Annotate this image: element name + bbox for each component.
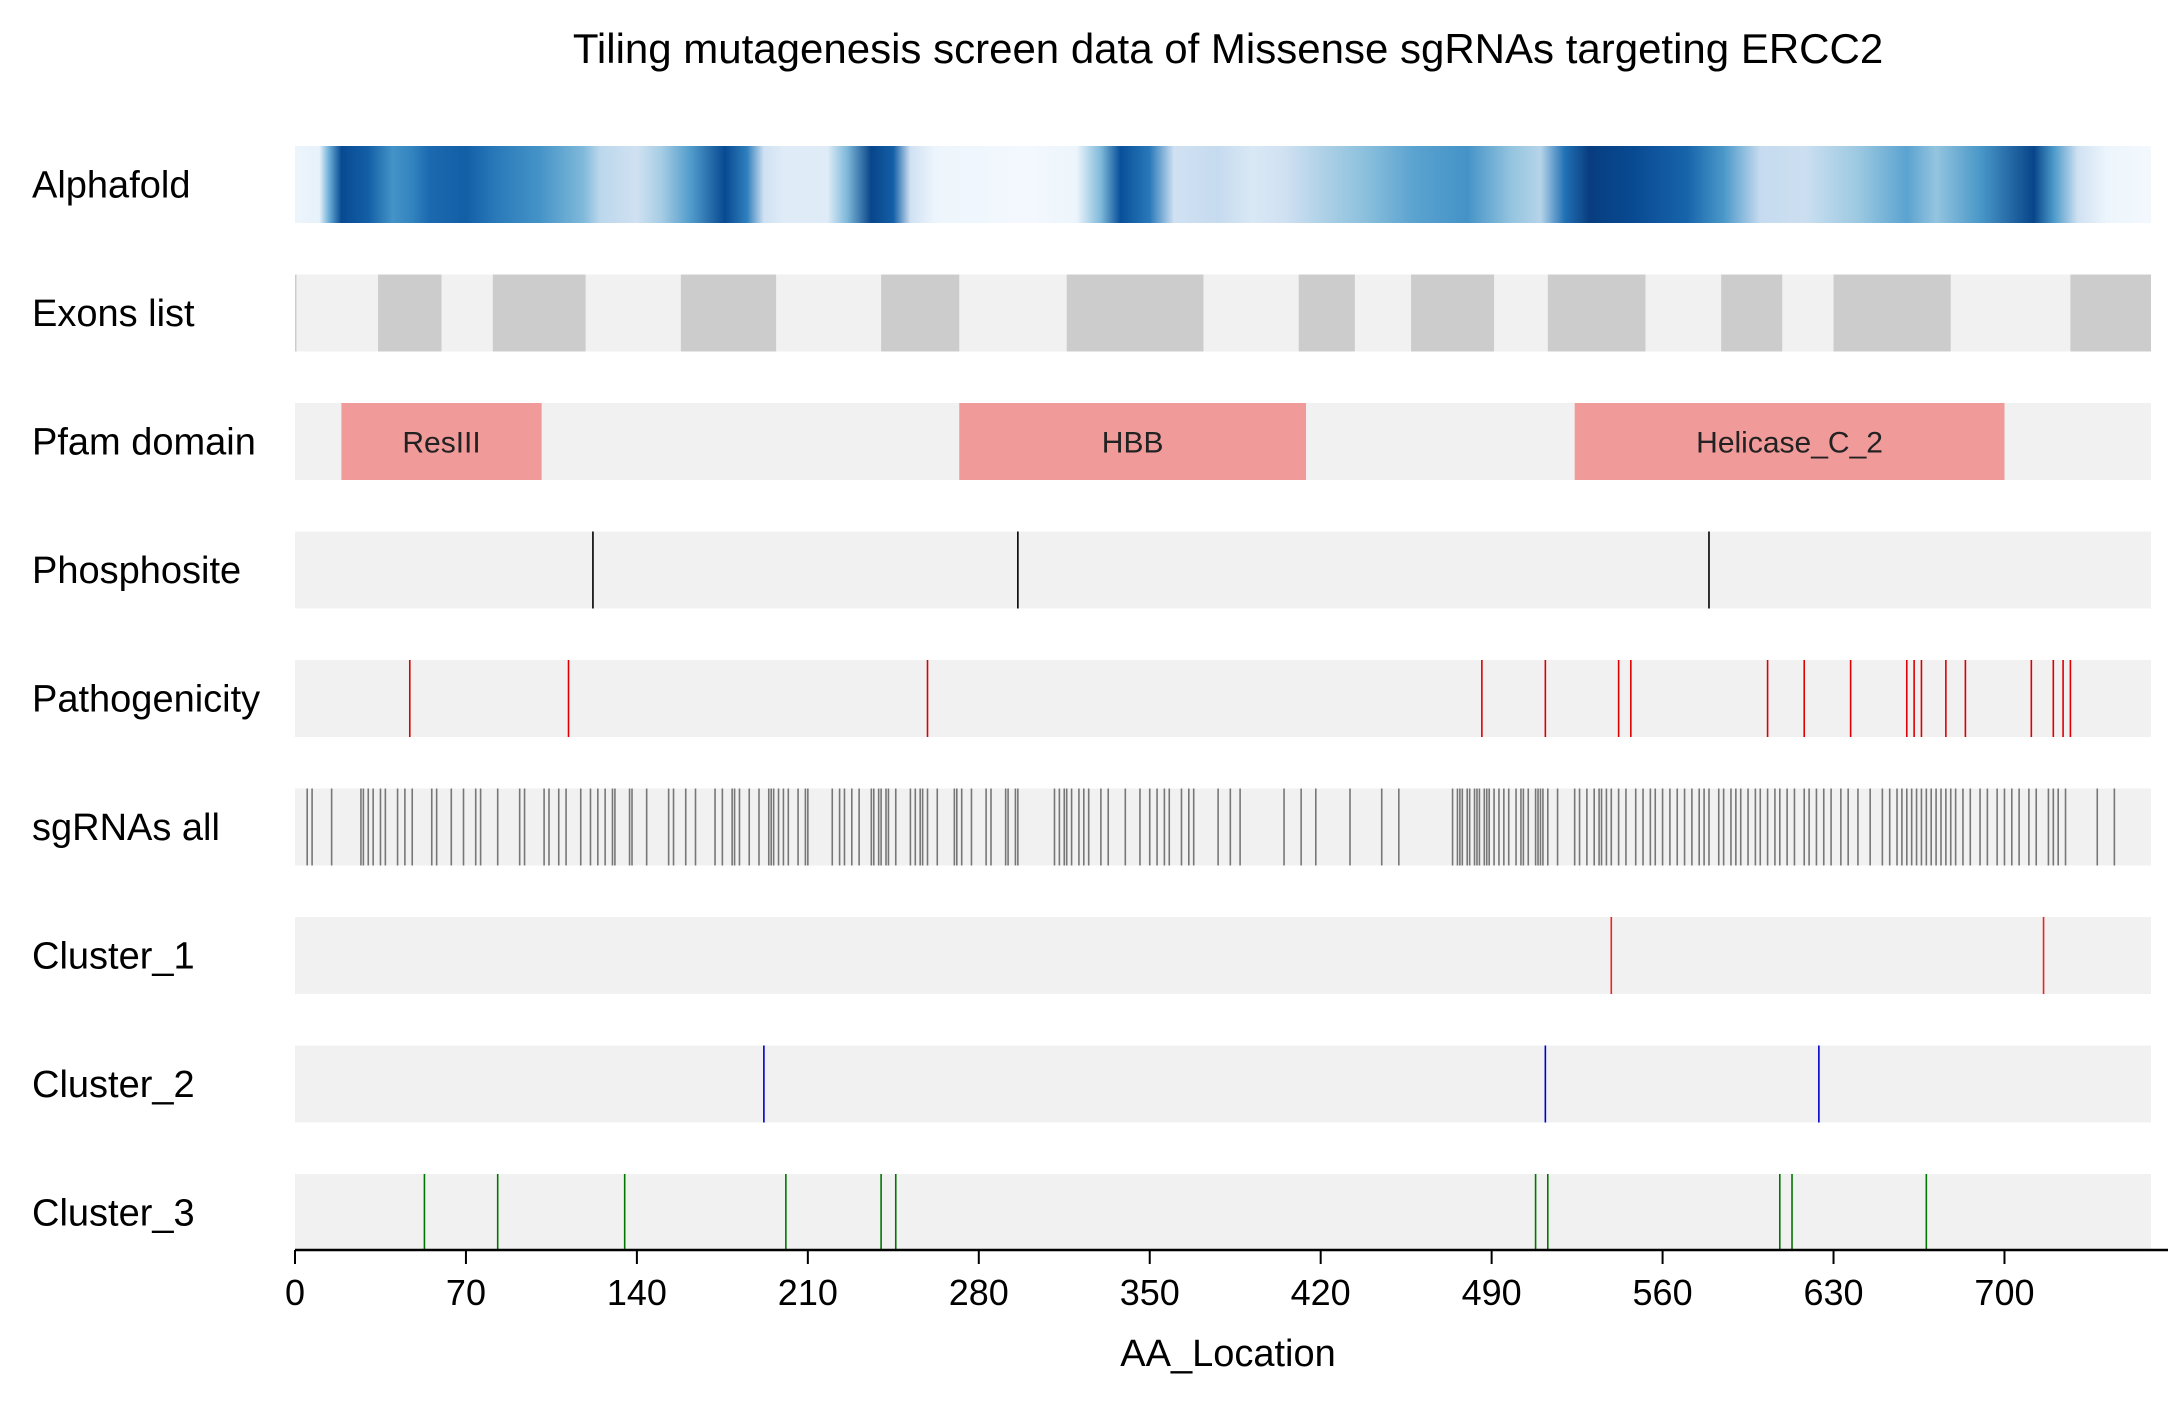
exon-block xyxy=(492,274,586,352)
track-label: Exons list xyxy=(32,293,195,335)
track-label: Pathogenicity xyxy=(32,679,260,721)
tracks-group: Alphafold Exons list Pfam domain ResIII HBB H… xyxy=(32,146,2151,1251)
exon-block xyxy=(1547,274,1646,352)
exon-block xyxy=(295,274,297,352)
pfam-domain-label: ResIII xyxy=(402,427,480,460)
x-tick-label: 630 xyxy=(1803,1272,1863,1313)
exon-block xyxy=(1721,274,1783,352)
track-exons-list: Exons list xyxy=(32,274,2151,352)
exon-block xyxy=(378,274,442,352)
x-tick-label: 700 xyxy=(1974,1272,2034,1313)
x-axis-label: AA_Location xyxy=(1120,1333,1336,1375)
track-background xyxy=(295,788,2151,866)
x-tick-label: 70 xyxy=(446,1272,486,1313)
x-tick-label: 490 xyxy=(1462,1272,1522,1313)
pfam-domain-label: HBB xyxy=(1102,427,1164,460)
exon-block xyxy=(1298,274,1355,352)
track-alphafold: Alphafold xyxy=(32,146,2151,223)
track-label: Alphafold xyxy=(32,165,190,207)
track-cluster-1: Cluster_1 xyxy=(32,917,2151,994)
pfam-domain-resiii xyxy=(341,403,542,480)
exon-block xyxy=(1411,274,1495,352)
track-cluster-2: Cluster_2 xyxy=(32,1045,2151,1123)
track-label: Cluster_3 xyxy=(32,1193,195,1235)
track-label: Pfam domain xyxy=(32,422,256,464)
x-tick-label: 140 xyxy=(607,1272,667,1313)
chart-title: Tiling mutagenesis screen data of Missen… xyxy=(573,25,1883,72)
track-background xyxy=(295,660,2151,737)
track-background xyxy=(295,531,2151,609)
pfam-domain-label: Helicase_C_2 xyxy=(1696,427,1883,460)
track-pathogenicity: Pathogenicity xyxy=(32,660,2151,737)
x-axis: 0 70 140 210 280 350 420 490 560 630 700 AA_Locati… xyxy=(285,1248,2168,1375)
pfam-domain-hbb xyxy=(959,403,1307,480)
exon-block xyxy=(1833,274,1951,352)
x-tick-label: 350 xyxy=(1120,1272,1180,1313)
pfam-domain-helicase-c-2 xyxy=(1574,403,2005,480)
track-background xyxy=(295,1045,2151,1123)
alphafold-heatmap-bar xyxy=(295,146,2151,223)
exon-block xyxy=(881,274,960,352)
track-label: Cluster_1 xyxy=(32,936,195,978)
track-label: sgRNAs all xyxy=(32,807,220,849)
track-background xyxy=(295,917,2151,994)
x-tick-label: 210 xyxy=(778,1272,838,1313)
exon-block xyxy=(680,274,777,352)
track-sgrnas-all: sgRNAs all xyxy=(32,788,2151,866)
track-pfam-domain: Pfam domain ResIII HBB Helicase_C_2 xyxy=(32,403,2151,480)
track-phosphosite: Phosphosite xyxy=(32,531,2151,609)
track-label: Cluster_2 xyxy=(32,1064,195,1106)
x-tick-label: 560 xyxy=(1633,1272,1693,1313)
x-tick-label: 280 xyxy=(949,1272,1009,1313)
exon-block xyxy=(2070,274,2151,352)
x-tick-label: 420 xyxy=(1291,1272,1351,1313)
track-background xyxy=(295,1174,2151,1251)
x-axis-ticks: 0 70 140 210 280 350 420 490 560 630 700 xyxy=(285,1250,2035,1313)
x-tick-label: 0 xyxy=(285,1272,305,1313)
exon-block xyxy=(1066,274,1204,352)
track-cluster-3: Cluster_3 xyxy=(32,1174,2151,1251)
track-label: Phosphosite xyxy=(32,550,241,592)
